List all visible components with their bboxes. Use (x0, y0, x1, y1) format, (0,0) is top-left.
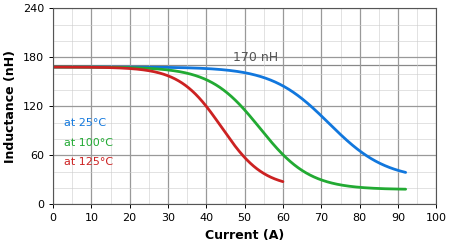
Text: 170 nH: 170 nH (233, 51, 278, 64)
Y-axis label: Inductance (nH): Inductance (nH) (4, 50, 17, 163)
Text: at 25°C: at 25°C (64, 118, 106, 128)
Text: at 125°C: at 125°C (64, 157, 114, 167)
X-axis label: Current (A): Current (A) (205, 229, 284, 242)
Text: at 100°C: at 100°C (64, 138, 114, 148)
